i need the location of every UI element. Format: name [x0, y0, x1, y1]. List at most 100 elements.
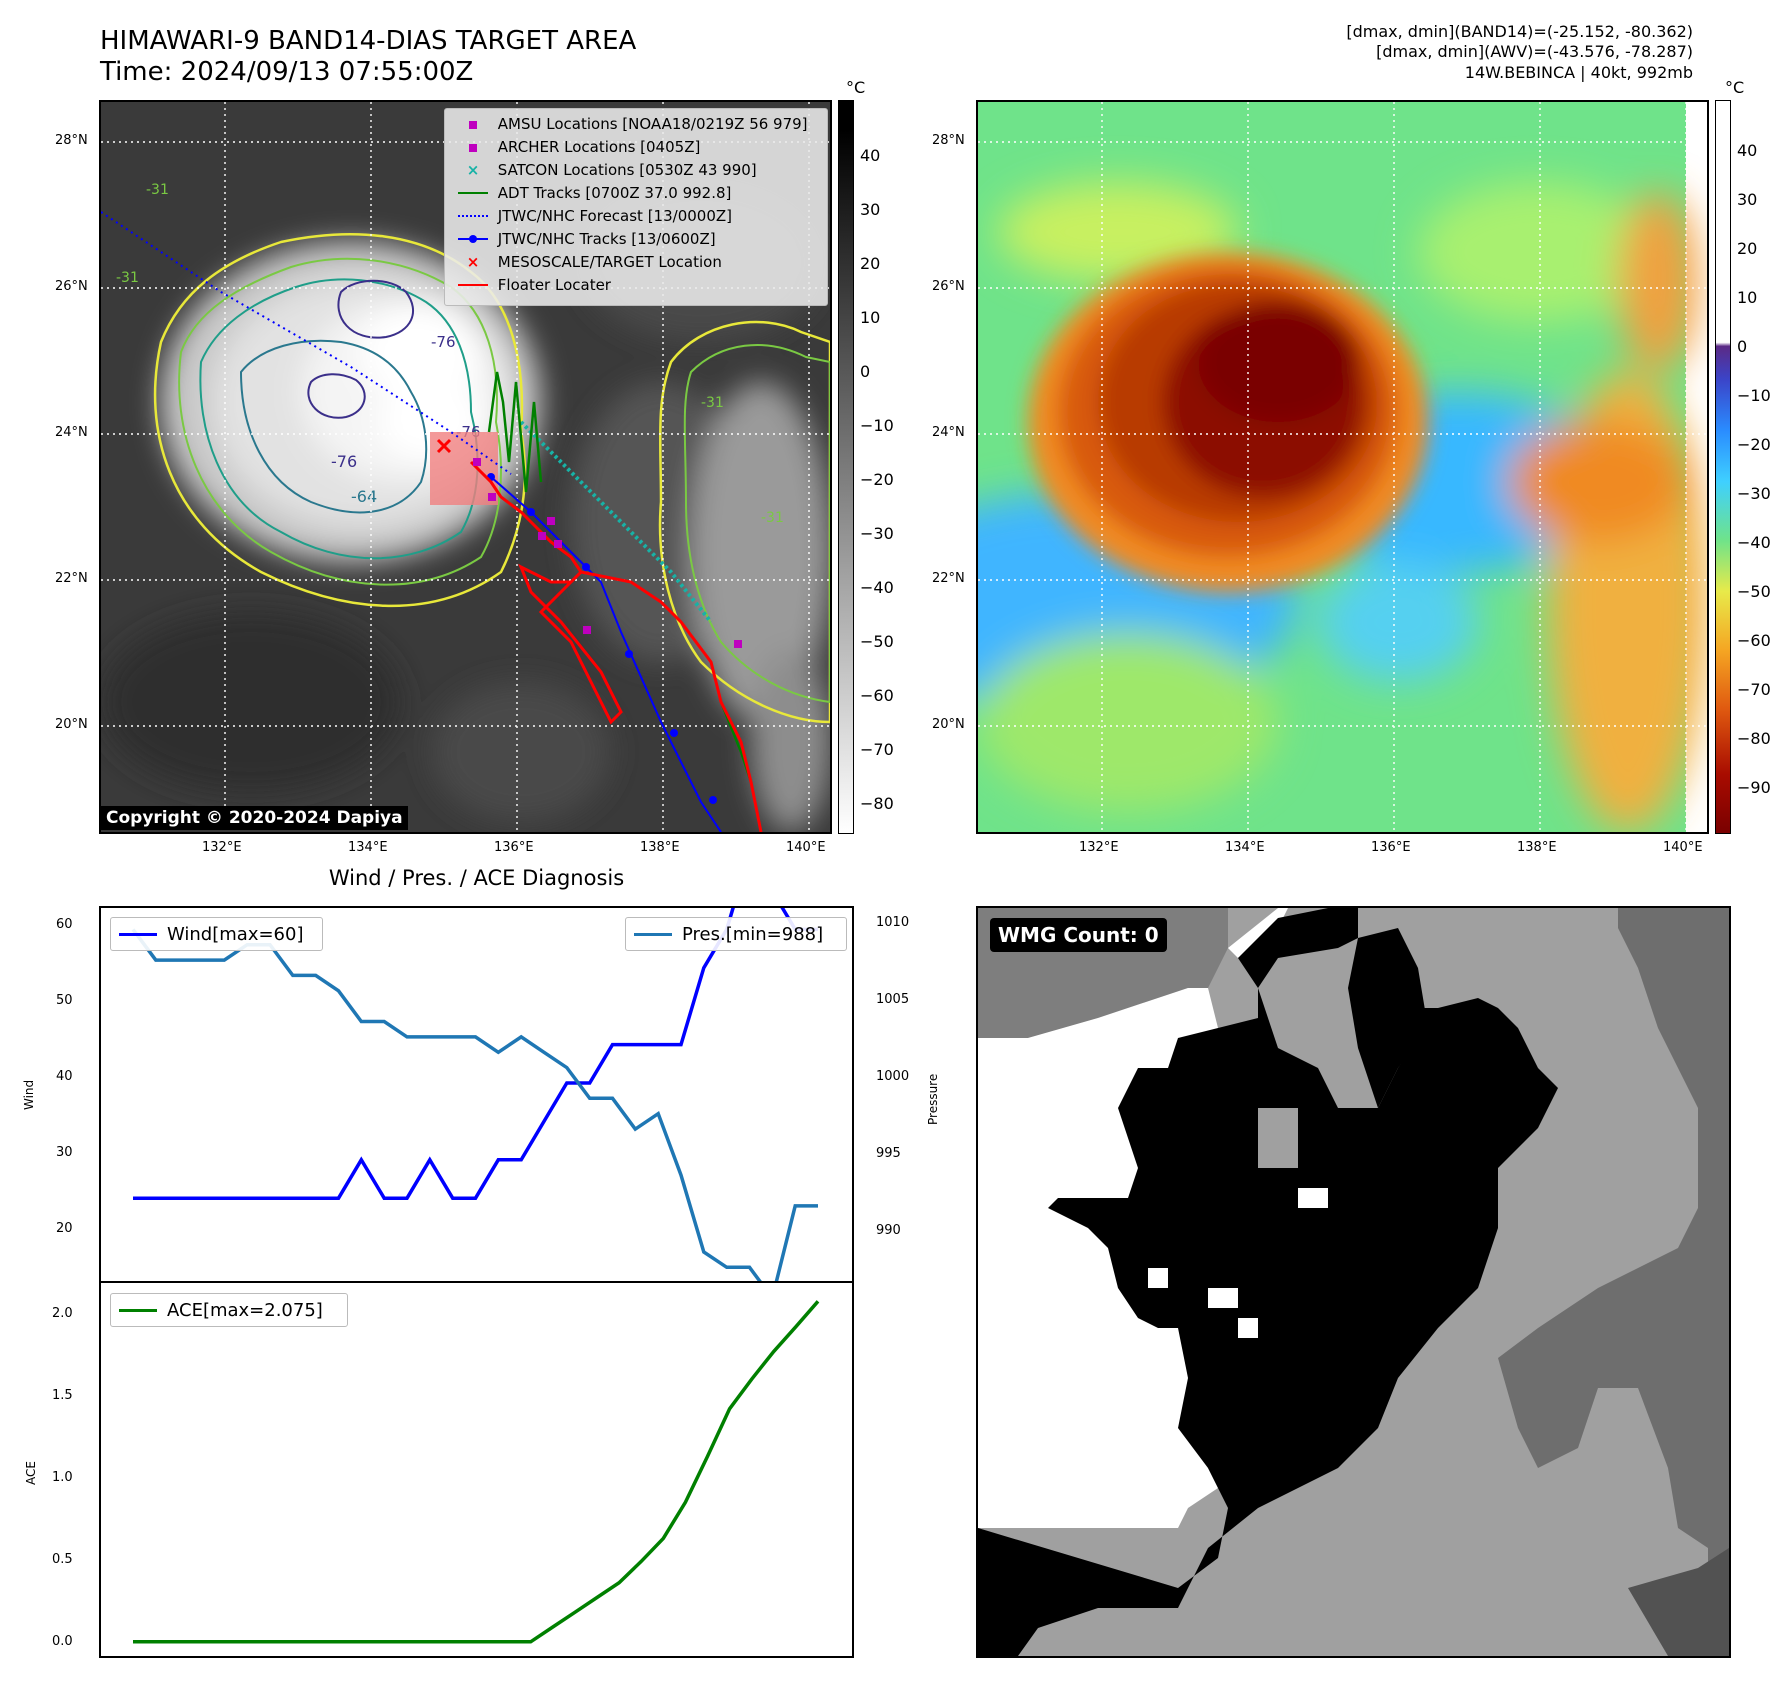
- colorbar-tick: −30: [1737, 484, 1771, 503]
- awv-map-image: [978, 102, 1707, 832]
- contour-label: -31: [146, 182, 169, 198]
- wind-tick: 20: [56, 1221, 73, 1236]
- solid-line-icon: [119, 933, 157, 936]
- lat-tick: 26°N: [932, 279, 965, 294]
- ace-legend: ACE[max=2.075]: [110, 1293, 348, 1327]
- colorbar-tick: −40: [860, 578, 894, 597]
- wind-pressure-panel: Wind[max=60] Pres.[min=988]: [99, 906, 854, 1283]
- colorbar-tick: −10: [860, 416, 894, 435]
- ir-legend: AMSU Locations [NOAA18/0219Z 56 979] ARC…: [444, 108, 828, 306]
- line-dot-icon: [453, 230, 493, 248]
- solid-line-icon: [453, 184, 493, 202]
- ace-tick: 0.0: [52, 1634, 73, 1649]
- wind-pressure-plot: [131, 908, 818, 1281]
- colorbar-tick: −40: [1737, 533, 1771, 552]
- lat-tick: 28°N: [55, 133, 88, 148]
- colorbar-tick: 40: [1737, 141, 1758, 160]
- pressure-tick: 1000: [876, 1069, 910, 1084]
- colorbar-tick: 40: [860, 146, 881, 165]
- ace-series-line: [133, 1300, 820, 1644]
- ace-tick: 1.5: [52, 1388, 73, 1403]
- title-line-1: HIMAWARI-9 BAND14-DIAS TARGET AREA: [100, 26, 637, 56]
- lat-tick: 20°N: [932, 717, 965, 732]
- colorbar-tick: −60: [860, 686, 894, 705]
- colorbar-tick: −50: [1737, 582, 1771, 601]
- ir-colorbar: [838, 100, 854, 834]
- colorbar-tick: 0: [860, 362, 871, 381]
- colorbar-tick: −80: [1737, 729, 1771, 748]
- ace-tick: 2.0: [52, 1306, 73, 1321]
- lon-tick: 134°E: [1225, 840, 1265, 855]
- dotted-line-icon: [453, 207, 493, 225]
- adt-track: [487, 371, 543, 493]
- wmg-image: [978, 908, 1729, 1656]
- wind-tick: 50: [56, 993, 73, 1008]
- header-storm-info: 14W.BEBINCA | 40kt, 992mb: [1464, 63, 1693, 82]
- colorbar-tick: −10: [1737, 386, 1771, 405]
- colorbar-tick: 30: [860, 200, 881, 219]
- lat-tick: 26°N: [55, 279, 88, 294]
- lon-tick: 134°E: [348, 840, 388, 855]
- colorbar-tick: 10: [1737, 288, 1758, 307]
- wmg-panel: WMG Count: 0: [976, 906, 1731, 1658]
- contour-label: -31: [701, 395, 724, 411]
- lat-tick: 20°N: [55, 717, 88, 732]
- ace-tick: 1.0: [52, 1470, 73, 1485]
- copyright-label: Copyright © 2020-2024 Dapiya: [101, 806, 408, 830]
- colorbar-tick: −70: [860, 740, 894, 759]
- solid-line-icon: [453, 276, 493, 294]
- colorbar-tick: 20: [1737, 239, 1758, 258]
- pressure-axis-label: Pressure: [926, 1073, 940, 1125]
- solid-line-icon: [634, 933, 672, 936]
- pressure-series-line: [131, 928, 818, 1281]
- contour-label: -31: [761, 510, 784, 526]
- ace-panel: ACE[max=2.075]: [99, 1281, 854, 1658]
- ace-tick: 0.5: [52, 1552, 73, 1567]
- x-marker-icon: ×: [466, 252, 480, 271]
- ir-colorbar-unit: °C: [846, 78, 866, 97]
- legend-item-archer: ARCHER Locations [0405Z]: [453, 137, 700, 157]
- lon-tick: 140°E: [786, 840, 826, 855]
- lat-tick: 24°N: [55, 425, 88, 440]
- colorbar-tick: −20: [1737, 435, 1771, 454]
- ace-legend-label: ACE[max=2.075]: [167, 1300, 323, 1321]
- contour-label: -76: [431, 333, 456, 351]
- awv-colorbar-unit: °C: [1725, 78, 1745, 97]
- wind-legend-label: Wind[max=60]: [167, 924, 304, 945]
- wind-axis-label: Wind: [22, 1079, 36, 1110]
- ir-map-panel: -31 -31 -31 -31 -64 -76 -76 -76: [99, 100, 832, 834]
- legend-item-satcon: × SATCON Locations [0530Z 43 990]: [453, 160, 757, 180]
- colorbar-tick: −50: [860, 632, 894, 651]
- colorbar-tick: 20: [860, 254, 881, 273]
- lat-tick: 28°N: [932, 133, 965, 148]
- header-stat-band14: [dmax, dmin](BAND14)=(-25.152, -80.362): [1346, 22, 1693, 41]
- wind-tick: 30: [56, 1145, 73, 1160]
- awv-colorbar: [1715, 100, 1731, 834]
- legend-item-adt: ADT Tracks [0700Z 37.0 992.8]: [453, 183, 731, 203]
- legend-item-floater: Floater Locater: [453, 275, 611, 295]
- contour-label: -31: [116, 270, 139, 286]
- pressure-legend: Pres.[min=988]: [625, 917, 847, 951]
- colorbar-tick: 30: [1737, 190, 1758, 209]
- lat-tick: 22°N: [932, 571, 965, 586]
- square-marker-icon: [453, 115, 493, 133]
- wind-legend: Wind[max=60]: [110, 917, 323, 951]
- colorbar-tick: 0: [1737, 337, 1748, 356]
- lon-tick: 136°E: [494, 840, 534, 855]
- lon-tick: 132°E: [1079, 840, 1119, 855]
- colorbar-tick: −90: [1737, 778, 1771, 797]
- colorbar-tick: −80: [860, 794, 894, 813]
- legend-item-mesoscale: × MESOSCALE/TARGET Location: [453, 252, 722, 272]
- pressure-tick: 1005: [876, 992, 910, 1007]
- colorbar-tick: −30: [860, 524, 894, 543]
- lon-tick: 138°E: [640, 840, 680, 855]
- contour-label: -64: [351, 487, 377, 506]
- legend-item-amsu: AMSU Locations [NOAA18/0219Z 56 979]: [453, 114, 808, 134]
- pressure-legend-label: Pres.[min=988]: [682, 924, 824, 945]
- lat-tick: 22°N: [55, 571, 88, 586]
- lat-tick: 24°N: [932, 425, 965, 440]
- solid-line-icon: [119, 1309, 157, 1312]
- lon-tick: 140°E: [1663, 840, 1703, 855]
- wind-series-line: [133, 908, 818, 1200]
- jtwc-track: [490, 476, 722, 832]
